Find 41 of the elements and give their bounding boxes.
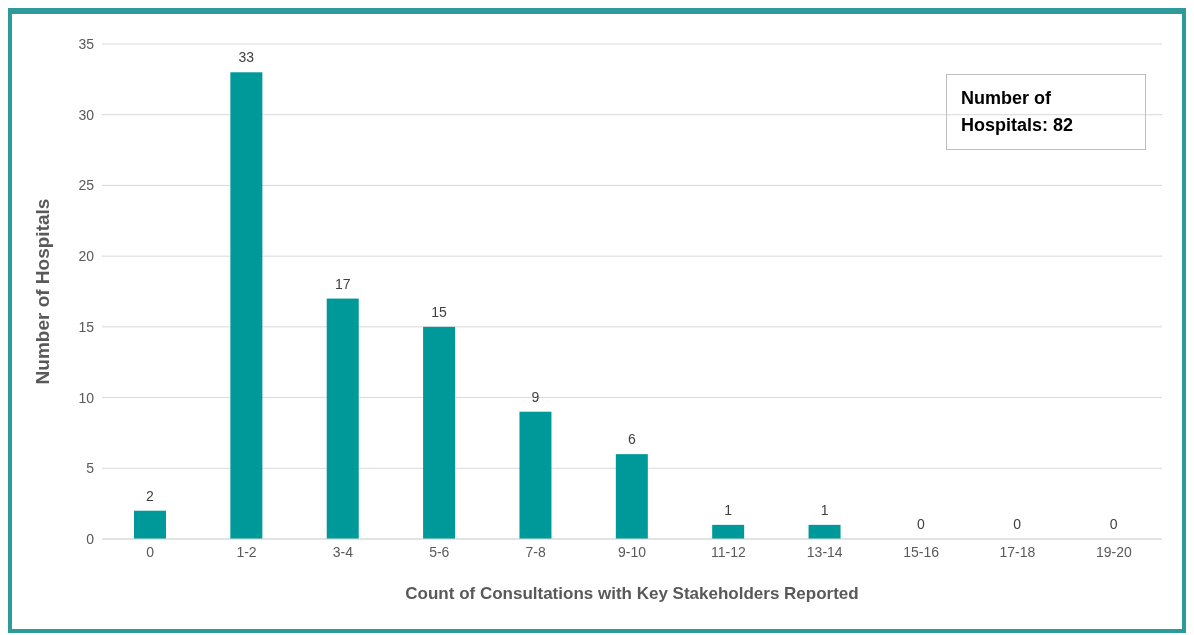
x-axis-title: Count of Consultations with Key Stakeholders Reported (405, 584, 859, 603)
bar (230, 72, 263, 539)
data-label: 33 (238, 49, 255, 66)
x-tick-label: 19-20 (1095, 543, 1132, 560)
data-label: 2 (146, 487, 155, 504)
data-label: 1 (820, 501, 829, 518)
y-tick-label: 0 (86, 530, 95, 547)
y-tick-label: 25 (78, 177, 95, 194)
data-label: 0 (1013, 516, 1022, 532)
y-tick-label: 20 (78, 248, 95, 265)
data-label: 6 (627, 431, 636, 448)
x-tick-label: 3-4 (332, 543, 354, 560)
bar (808, 524, 841, 539)
bar (134, 510, 166, 539)
x-tick-label: 5-6 (429, 543, 450, 560)
data-label: 1 (724, 501, 733, 518)
y-tick-label: 10 (78, 389, 95, 406)
data-label: 9 (531, 388, 540, 405)
bar (423, 326, 456, 539)
x-tick-label: 13-14 (806, 543, 843, 560)
data-label: 15 (431, 303, 448, 320)
x-tick-label: 9-10 (617, 543, 647, 560)
y-tick-label: 15 (78, 318, 95, 335)
x-tick-label: 11-12 (710, 543, 746, 560)
data-label: 0 (917, 516, 926, 532)
data-label: 17 (334, 275, 351, 292)
y-tick-label: 30 (78, 106, 95, 123)
y-axis-title: Number of Hospitals (31, 198, 53, 385)
bar (615, 454, 648, 539)
x-tick-label: 0 (146, 543, 155, 560)
note-box: Number of Hospitals: 82 (946, 74, 1146, 150)
y-tick-label: 5 (86, 460, 95, 477)
x-tick-label: 7-8 (525, 543, 546, 560)
x-tick-label: 15-16 (903, 543, 940, 560)
bar (712, 524, 745, 539)
data-label: 0 (1109, 516, 1118, 532)
x-tick-label: 17-18 (999, 543, 1036, 560)
x-tick-label: 1-2 (236, 543, 257, 560)
y-tick-label: 35 (78, 35, 95, 52)
bar (519, 411, 552, 539)
bar (326, 298, 359, 539)
